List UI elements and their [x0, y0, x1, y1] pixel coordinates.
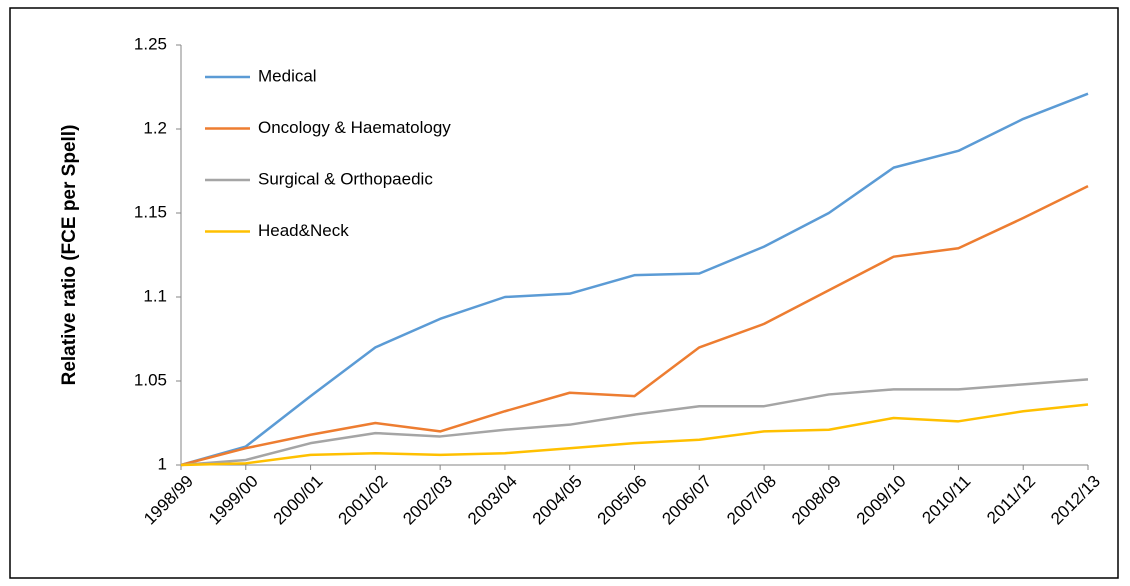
series-line [180, 92, 1089, 467]
legend-label: Oncology & Haematology [258, 118, 451, 137]
y-tick-label: 1.15 [134, 202, 167, 221]
y-tick-label: 1.05 [134, 370, 167, 389]
legend-label: Surgical & Orthopaedic [258, 169, 433, 188]
legend-label: Head&Neck [258, 221, 349, 240]
y-tick-label: 1 [158, 454, 167, 473]
y-tick-label: 1.1 [143, 286, 167, 305]
y-tick-label: 1.2 [143, 118, 167, 137]
series-line [180, 378, 1089, 467]
series-line [180, 184, 1089, 467]
series-line [180, 403, 1089, 467]
legend-label: Medical [258, 66, 317, 85]
y-tick-label: 1.25 [134, 34, 167, 53]
y-axis-label: Relative ratio (FCE per Spell) [59, 125, 80, 386]
